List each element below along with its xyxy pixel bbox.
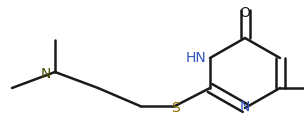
Text: N: N [240,100,250,114]
Text: S: S [171,101,179,115]
Text: N: N [41,67,51,81]
Text: O: O [240,6,250,20]
Text: HN: HN [185,51,206,65]
